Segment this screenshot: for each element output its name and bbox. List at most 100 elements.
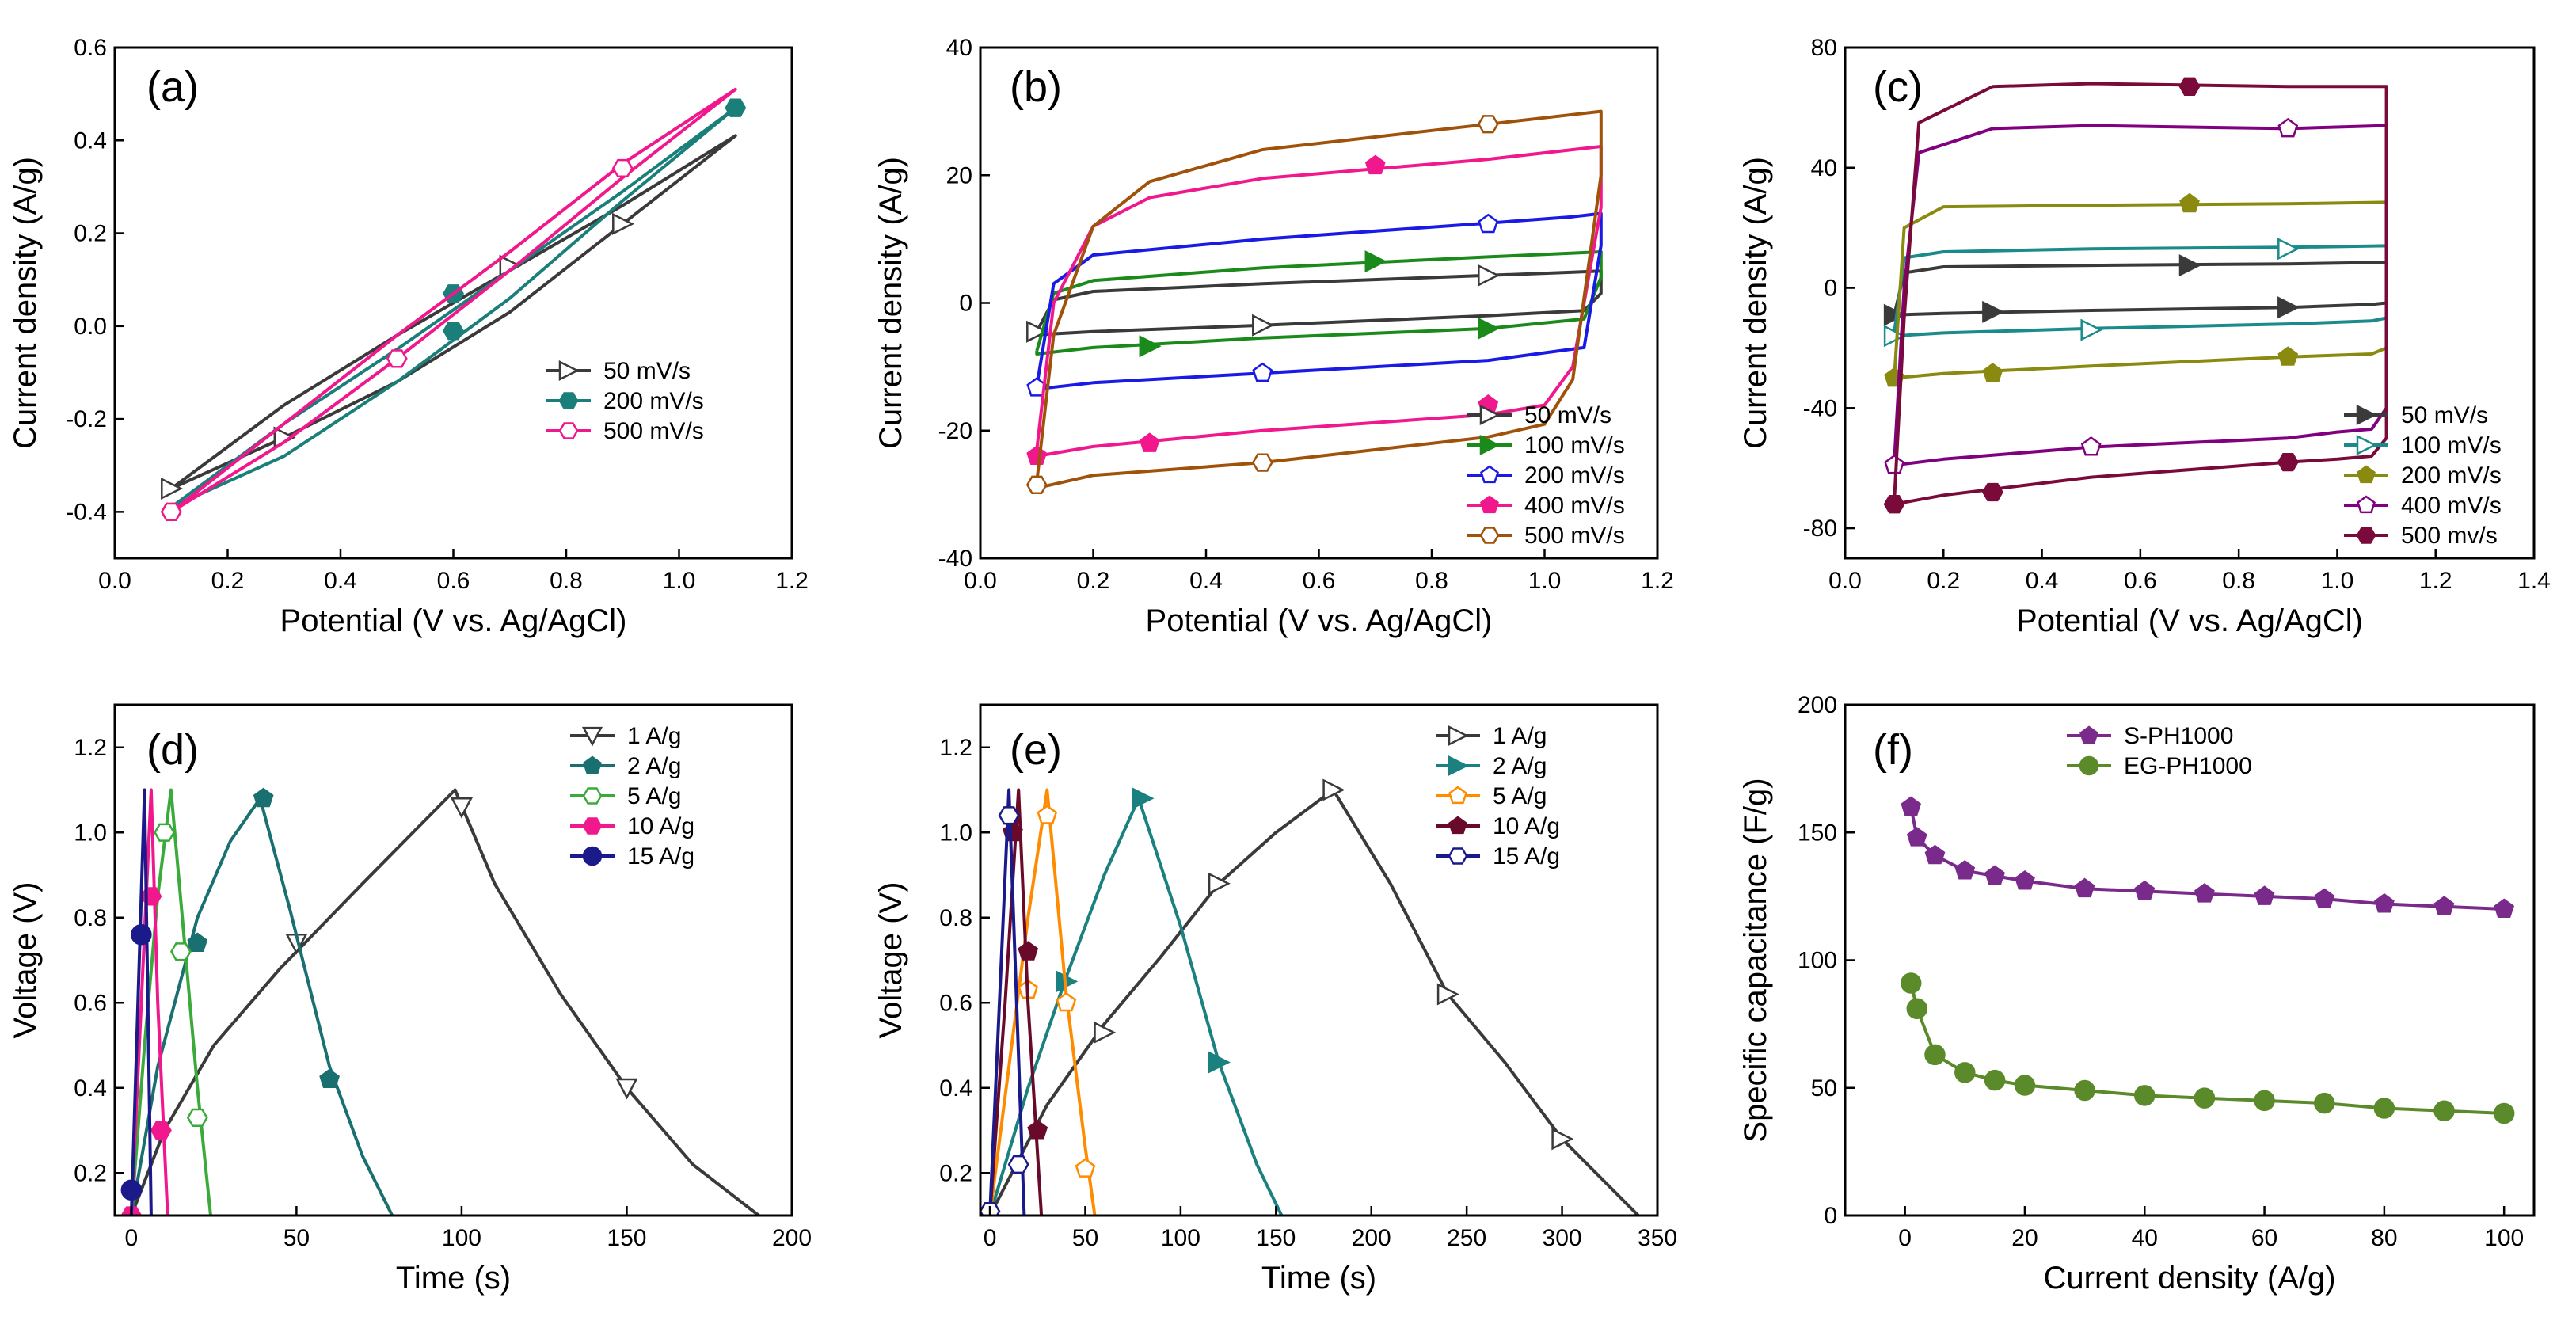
legend-marker (1448, 847, 1468, 865)
data-point (450, 797, 473, 819)
legend-entry-label: 500 mV/s (603, 418, 704, 444)
series-line-1 (170, 134, 737, 490)
y-tick-label: -40 (938, 546, 972, 572)
series-line-4 (988, 788, 1044, 1216)
data-point (2074, 877, 2095, 898)
data-point (2254, 885, 2275, 905)
x-tick-label: 1.0 (2321, 568, 2354, 594)
series-group (1883, 77, 2388, 514)
series-line-5 (1893, 82, 2388, 506)
data-point (319, 1068, 340, 1088)
legend-entry-label: 50 mV/s (2401, 402, 2488, 428)
panel-label: (b) (1010, 63, 1062, 111)
x-tick-label: 200 (772, 1225, 812, 1251)
data-point (2179, 192, 2200, 213)
data-point (1924, 844, 1946, 865)
x-axis-label: Potential (V vs. Ag/AgCl) (2016, 603, 2363, 638)
y-tick-label: 100 (1798, 948, 1837, 974)
panel-a: 0.0 0.2 0.4 0.6 0.8 1.0 1.2 -0.4 -0.2 0.0 0.2 0.4 0.… (8, 35, 809, 638)
series-line-1 (1893, 261, 2388, 317)
x-tick-label: 0.4 (2026, 568, 2059, 594)
data-point (2277, 296, 2300, 319)
y-axis-label: Voltage (V) (8, 882, 43, 1039)
legend-entry-label: 2 A/g (627, 753, 681, 779)
data-point (1027, 1119, 1048, 1140)
y-axis-label: Voltage (V) (873, 882, 908, 1039)
data-point (2080, 436, 2102, 456)
x-axis-label: Time (s) (1261, 1261, 1376, 1296)
y-tick-label: 1.2 (939, 735, 972, 761)
data-point (2074, 1079, 2095, 1102)
series-line-1 (1035, 269, 1603, 337)
data-point (2015, 869, 2035, 890)
y-tick-label: -0.4 (66, 499, 107, 525)
series-line-2 (129, 797, 394, 1216)
data-point (2254, 1090, 2275, 1112)
x-tick-label: 50 (1072, 1225, 1098, 1251)
data-point (1208, 1051, 1231, 1074)
x-tick-label: 1.2 (1641, 568, 1674, 594)
y-axis-label: Specific capacitance (F/g) (1738, 778, 1773, 1142)
panel-b: 0.0 0.2 0.4 0.6 0.8 1.0 1.2 -40 -20 0 20 40 Potentia… (873, 35, 1674, 638)
panel-label: (c) (1873, 63, 1923, 111)
legend-marker (1448, 725, 1469, 747)
series-line-3 (170, 87, 737, 514)
legend-entry-label: 400 mV/s (1524, 493, 1625, 519)
x-tick-label: 1.2 (2419, 568, 2452, 594)
y-tick-label: 0.2 (74, 221, 107, 247)
data-point (2373, 1098, 2395, 1119)
panel-label: (a) (146, 63, 199, 111)
y-tick-label: 0.4 (74, 127, 107, 154)
x-tick-label: 150 (607, 1225, 646, 1251)
data-point (1094, 1021, 1117, 1044)
y-tick-label: 0.6 (74, 990, 107, 1016)
data-point (2014, 1075, 2036, 1096)
series-group (980, 778, 1640, 1216)
y-tick-label: 0.6 (939, 990, 972, 1016)
data-point (169, 942, 192, 961)
data-point (1982, 363, 2003, 382)
x-tick-label: 50 (283, 1225, 310, 1251)
data-point (2374, 892, 2395, 913)
x-tick-label: 80 (2371, 1225, 2397, 1251)
data-point (998, 806, 1020, 825)
y-tick-label: 0.4 (939, 1075, 972, 1102)
series-line-5 (988, 788, 1026, 1216)
legend-marker (2079, 725, 2098, 744)
x-tick-label: 0.4 (1189, 568, 1223, 594)
x-tick-label: 0 (125, 1225, 139, 1251)
y-tick-label: -40 (1803, 395, 1837, 421)
panel-d: 0 50 100 150 200 0.2 0.4 0.6 0.8 1.0 1.2 Time (s) Vo… (8, 703, 812, 1296)
x-tick-label: 150 (1256, 1225, 1296, 1251)
legend-marker (1448, 755, 1469, 777)
legend-entry-label: 100 mV/s (2401, 432, 2502, 459)
data-point (1478, 213, 1499, 234)
data-point (2277, 452, 2299, 472)
legend-marker (1448, 816, 1467, 835)
data-point (1252, 314, 1275, 337)
x-tick-label: 0.2 (1077, 568, 1110, 594)
legend-marker (2357, 495, 2376, 514)
series-line-2 (1035, 250, 1603, 356)
x-tick-label: 0 (984, 1225, 997, 1251)
legend-marker (1480, 465, 1499, 484)
panel-f: 0 20 40 60 80 100 0 50 100 150 200 Current density … (1738, 692, 2536, 1296)
x-tick-label: 0.4 (324, 568, 357, 594)
legend-entry-label: 200 mV/s (603, 388, 704, 414)
legend-marker (582, 817, 603, 835)
y-tick-label: -20 (938, 418, 972, 444)
data-point (187, 932, 208, 952)
data-point (2277, 117, 2299, 138)
data-point (725, 98, 747, 117)
data-point (2134, 1085, 2156, 1106)
y-tick-label: -80 (1803, 516, 1837, 542)
data-point (2493, 1102, 2515, 1124)
data-point (1477, 115, 1499, 134)
y-tick-label: 200 (1798, 692, 1837, 718)
legend-marker (1479, 404, 1501, 426)
x-tick-label: 60 (2251, 1225, 2277, 1251)
data-point (120, 1179, 143, 1201)
data-point (1007, 1155, 1029, 1174)
legend-entry-label: 15 A/g (1493, 843, 1560, 869)
y-tick-label: 1.0 (74, 820, 107, 846)
